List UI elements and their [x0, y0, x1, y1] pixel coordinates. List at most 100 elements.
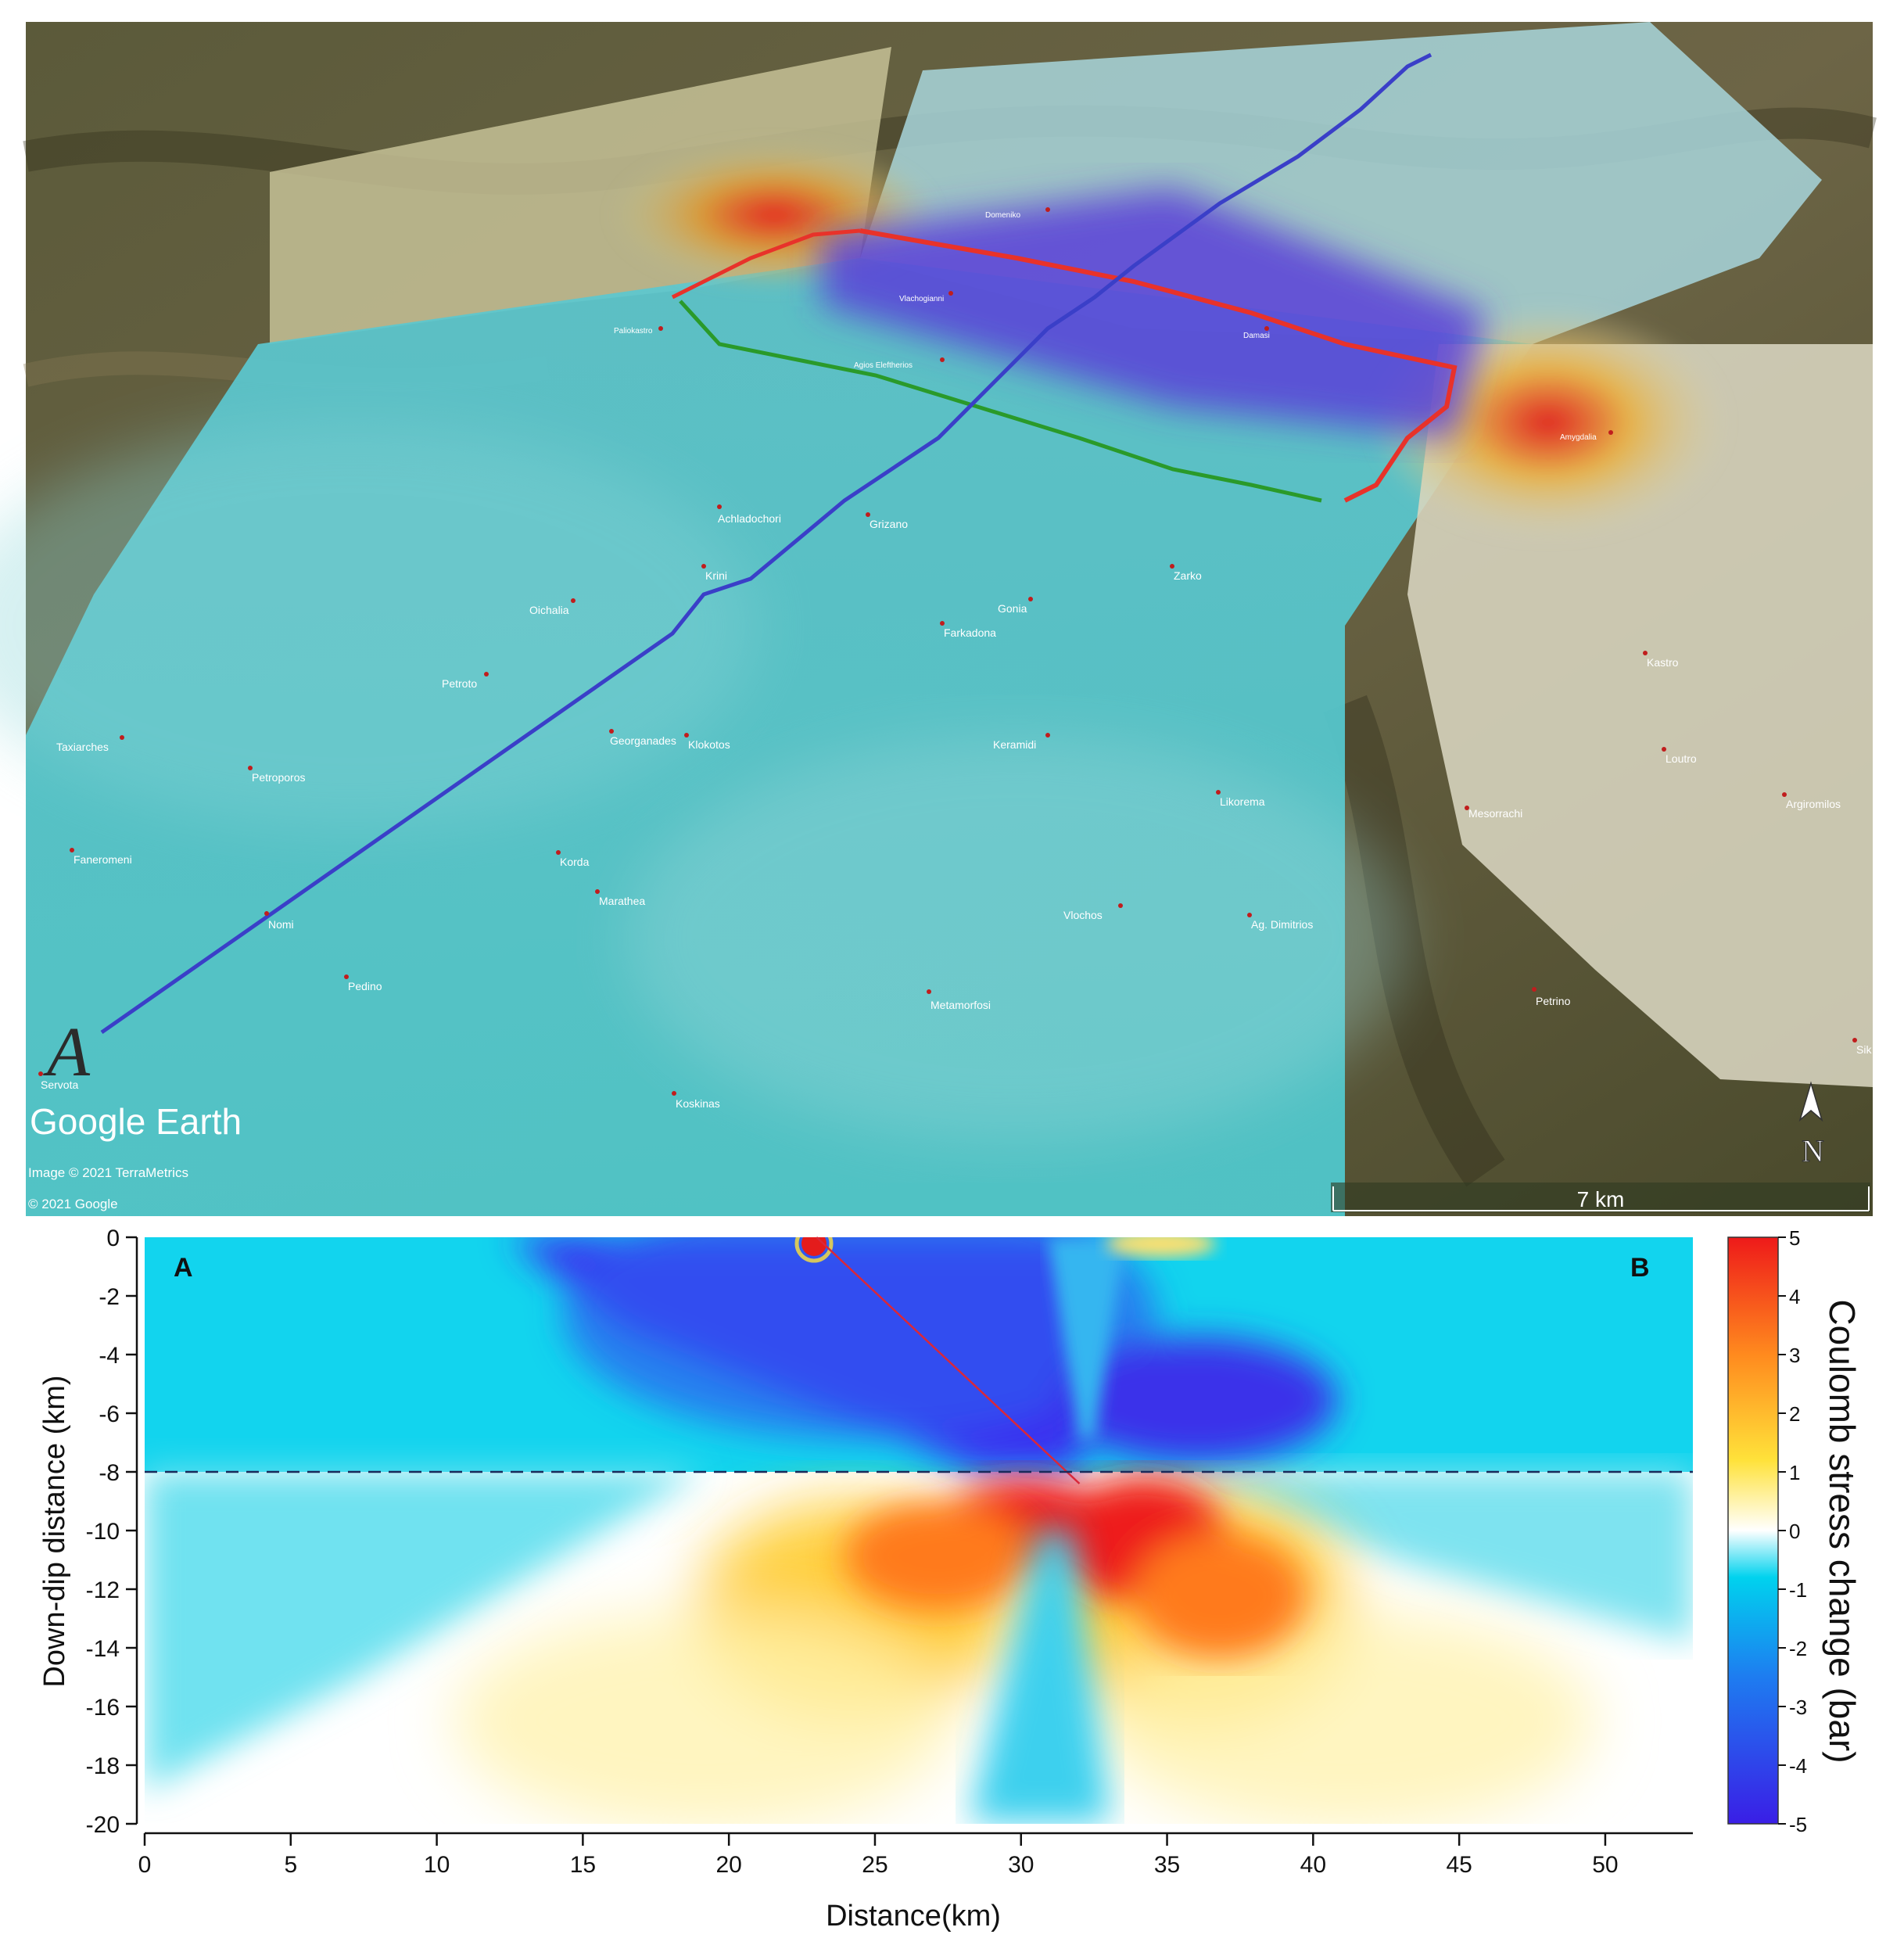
svg-text:Petrino: Petrino — [1536, 995, 1571, 1007]
place-argiromilos: Argiromilos — [1782, 792, 1841, 810]
svg-text:Oichalia: Oichalia — [529, 604, 569, 616]
place-sik: Sik — [1852, 1038, 1872, 1056]
colorbar-title: Coulomb stress change (bar) — [1822, 1299, 1863, 1763]
colorbar-tick-label: 5 — [1789, 1226, 1800, 1250]
x-tick-label: 40 — [1300, 1852, 1326, 1878]
colorbar-tick-label: 1 — [1789, 1461, 1800, 1484]
place-damasi: Damasi — [1243, 326, 1270, 340]
place-georganades: Georganades — [609, 729, 676, 747]
x-axis: 0 5 10 15 20 25 30 35 40 45 50 — [138, 1832, 1693, 1878]
place-agios-eleftherios: Agios Eleftherios — [854, 357, 945, 370]
colorbar-gradient — [1727, 1236, 1779, 1825]
profile-start-letter: A — [43, 1014, 91, 1091]
svg-text:Georganades: Georganades — [610, 734, 676, 747]
y-tick-label: -4 — [99, 1343, 120, 1369]
place-oichalia: Oichalia — [529, 598, 576, 616]
x-tick-label: 30 — [1008, 1852, 1034, 1878]
svg-text:Amygdalia: Amygdalia — [1560, 433, 1597, 442]
svg-text:Loutro: Loutro — [1666, 752, 1697, 765]
svg-text:Sik: Sik — [1856, 1043, 1872, 1056]
place-pedino: Pedino — [344, 974, 382, 992]
svg-text:Faneromeni: Faneromeni — [74, 853, 132, 866]
place-petroporos: Petroporos — [248, 766, 305, 784]
colorbar-tick-label: -2 — [1789, 1637, 1807, 1660]
google-earth-logo: Google Earth — [30, 1101, 242, 1142]
svg-text:Vlochos: Vlochos — [1063, 909, 1103, 921]
y-tick-label: -18 — [86, 1753, 120, 1779]
profile-line-ab — [100, 52, 1432, 1035]
svg-text:Pedino: Pedino — [348, 980, 382, 992]
fault-trace-line — [816, 1236, 1081, 1484]
place-farkadona: Farkadona — [940, 621, 996, 639]
y-tick-label: -8 — [99, 1460, 120, 1486]
secondary-fault-trace — [679, 300, 1322, 503]
place-likorema: Likorema — [1216, 790, 1265, 808]
x-tick-label: 15 — [570, 1852, 596, 1878]
place-vlochos: Vlochos — [1063, 903, 1123, 921]
north-arrow: N — [1798, 1081, 1824, 1169]
svg-text:Gonia: Gonia — [998, 602, 1027, 615]
svg-text:Krini: Krini — [705, 569, 727, 582]
y-tick-label: -6 — [99, 1401, 120, 1427]
place-servota: Servota — [38, 1071, 78, 1091]
svg-text:Korda: Korda — [560, 856, 590, 868]
svg-text:Farkadona: Farkadona — [944, 626, 996, 639]
x-tick-label: 35 — [1154, 1852, 1180, 1878]
colorbar-tick-label: -4 — [1789, 1754, 1807, 1778]
corner-label-a: A — [174, 1253, 193, 1283]
place-loutro: Loutro — [1662, 747, 1697, 765]
svg-text:Nomi: Nomi — [268, 918, 294, 931]
rupture-trace — [859, 228, 1458, 503]
x-axis-title: Distance(km) — [826, 1900, 1001, 1933]
place-ag-dimitrios: Ag. Dimitrios — [1247, 913, 1313, 931]
corner-label-b: B — [1630, 1253, 1650, 1283]
place-vlachogianni: Vlachogianni — [899, 291, 953, 303]
svg-text:Zarko: Zarko — [1174, 569, 1202, 582]
place-nomi: Nomi — [264, 911, 294, 931]
stress-field — [145, 1237, 1693, 1824]
place-metamorfosi: Metamorfosi — [927, 989, 991, 1011]
x-tick-label: 0 — [138, 1852, 152, 1878]
svg-text:Achladochori: Achladochori — [718, 512, 781, 525]
x-tick-label: 20 — [715, 1852, 741, 1878]
map-panel: Servota Nomi Pedino Faneromeni Petroporo… — [0, 22, 1877, 1216]
svg-text:Paliokastro: Paliokastro — [614, 327, 653, 336]
y-tick-label: -14 — [86, 1636, 120, 1662]
scale-bar-label: 7 km — [1577, 1187, 1625, 1211]
colorbar-tick-label: 0 — [1789, 1520, 1800, 1543]
place-petrino: Petrino — [1532, 987, 1571, 1007]
stress-shadow-band — [821, 188, 1486, 438]
place-gonia: Gonia — [998, 597, 1033, 615]
svg-text:Agios Eleftherios: Agios Eleftherios — [854, 361, 913, 370]
colorbar-tick-label: 4 — [1789, 1285, 1800, 1308]
place-amygdalia: Amygdalia — [1560, 430, 1613, 442]
colorbar-tick-label: -1 — [1789, 1578, 1807, 1602]
x-tick-label: 45 — [1446, 1852, 1472, 1878]
north-label: N — [1802, 1133, 1824, 1168]
cross-section-chart: 0-2-4-6-8-10-12-14-16-18-20 0 5 10 15 20 25 30… — [38, 1226, 1863, 1933]
svg-text:Argiromilos: Argiromilos — [1786, 798, 1841, 810]
y-tick-label: 0 — [106, 1226, 120, 1251]
svg-text:Petroto: Petroto — [442, 677, 477, 690]
colorbar-tick-label: 3 — [1789, 1344, 1800, 1367]
place-petroto: Petroto — [442, 672, 489, 690]
place-krini: Krini — [701, 564, 727, 582]
colorbar: 5 4 3 2 1 0 -1 -2 -3 -4 -5 Coulomb stress change (… — [1727, 1226, 1863, 1836]
place-labels: Servota Nomi Pedino Faneromeni Petroporo… — [38, 207, 1872, 1110]
svg-text:Koskinas: Koskinas — [676, 1097, 720, 1110]
scale-bar: 7 km — [1331, 1183, 1870, 1212]
place-domeniko: Domeniko — [985, 207, 1050, 220]
fault-traces — [100, 52, 1458, 1035]
place-zarko: Zarko — [1170, 564, 1202, 582]
copyright-attribution: © 2021 Google — [28, 1197, 118, 1211]
svg-text:Kastro: Kastro — [1647, 656, 1679, 669]
place-faneromeni: Faneromeni — [70, 848, 132, 866]
y-tick-label: -12 — [86, 1577, 120, 1603]
place-korda: Korda — [556, 850, 590, 868]
y-tick-label: -20 — [86, 1812, 120, 1838]
x-tick-label: 5 — [284, 1852, 297, 1878]
rupture-trace-west — [671, 228, 861, 300]
svg-text:Keramidi: Keramidi — [993, 738, 1036, 751]
image-attribution: Image © 2021 TerraMetrics — [28, 1165, 188, 1180]
y-axis-title: Down-dip distance (km) — [38, 1375, 71, 1687]
